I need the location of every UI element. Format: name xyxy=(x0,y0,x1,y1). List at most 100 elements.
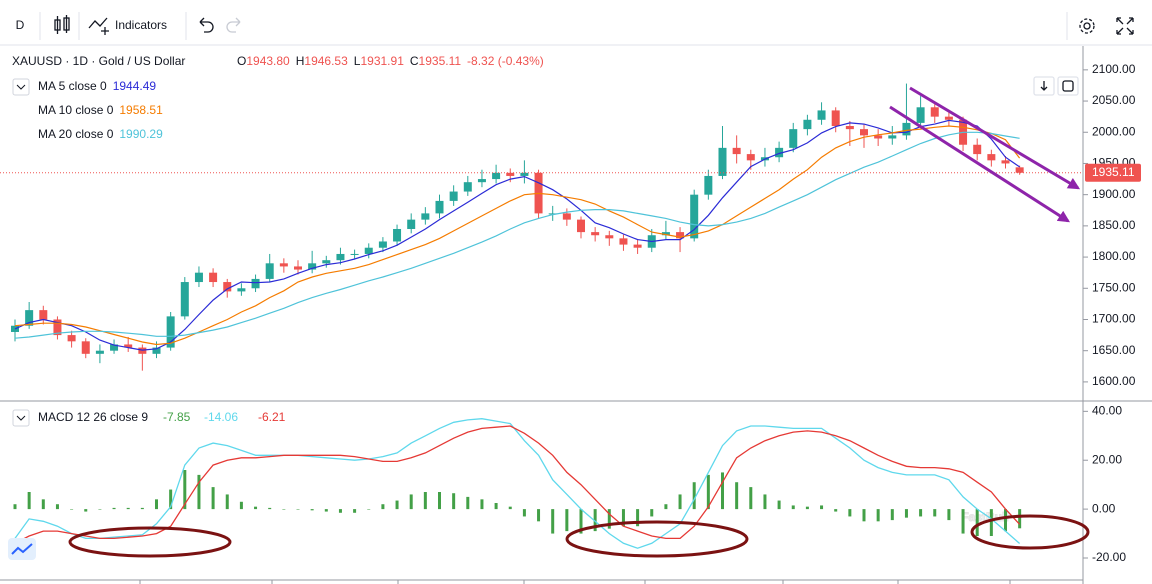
candle-body xyxy=(775,147,784,158)
highlight-ellipse xyxy=(970,514,1090,550)
histogram-bar xyxy=(721,472,724,510)
histogram-bar xyxy=(225,494,229,510)
y-tick-label: 1700.00 xyxy=(1092,312,1136,326)
ohlc-value: 1935.11 xyxy=(419,54,462,68)
y-tick-label: 0.00 xyxy=(1092,501,1116,515)
histogram-bar xyxy=(947,509,951,521)
indicators-button[interactable]: Indicators xyxy=(115,18,167,32)
histogram-bar xyxy=(961,509,965,534)
candle-body xyxy=(944,116,953,120)
candle-body xyxy=(364,247,373,254)
candle-body xyxy=(902,122,911,136)
highlight-ellipse xyxy=(565,520,749,558)
highlight-ellipse xyxy=(68,526,232,558)
candle-body xyxy=(237,288,246,292)
candle-body xyxy=(690,194,699,239)
trend-arrow xyxy=(889,105,1071,223)
chart-type-button[interactable] xyxy=(54,15,70,34)
candle-body xyxy=(548,213,557,215)
candle-body xyxy=(718,147,727,176)
candle-body xyxy=(53,319,62,336)
collapse-button[interactable] xyxy=(12,409,30,427)
histogram-bar xyxy=(197,474,201,510)
signal-last-value: -6.21 xyxy=(258,410,286,424)
histogram-bar xyxy=(593,509,597,532)
histogram-bar xyxy=(324,509,328,512)
candle-body xyxy=(577,219,585,233)
candle-body xyxy=(449,191,458,201)
candle-body xyxy=(1015,167,1024,173)
interval-button[interactable]: D xyxy=(16,18,25,32)
redo-button[interactable] xyxy=(226,17,241,33)
candle-body xyxy=(194,272,203,283)
collapse-icon xyxy=(16,415,26,421)
histogram-bar xyxy=(1004,509,1007,532)
histogram-bar xyxy=(409,494,413,510)
y-tick-label: -20.00 xyxy=(1092,550,1126,564)
candle-body xyxy=(661,232,670,236)
candle-body xyxy=(803,119,812,130)
ohlc-value: 1931.91 xyxy=(360,54,404,68)
histogram-bar xyxy=(706,474,710,510)
ohlc-key: O xyxy=(237,54,246,68)
pane-button[interactable] xyxy=(1033,76,1055,96)
candle-body xyxy=(180,282,189,317)
candle-body xyxy=(746,154,755,161)
candle-body xyxy=(81,341,90,354)
candle-body xyxy=(492,172,501,180)
candle-body xyxy=(633,244,642,248)
candle-body xyxy=(916,107,925,123)
indicators-icon[interactable] xyxy=(88,17,109,35)
y-tick-label: 2050.00 xyxy=(1092,93,1136,107)
fullscreen-button[interactable] xyxy=(1116,17,1134,35)
histogram-bar xyxy=(805,506,809,510)
change-value: -8.32 (-0.43%) xyxy=(467,54,544,68)
candle-body xyxy=(435,200,444,214)
histogram-bar xyxy=(126,507,130,510)
histogram-bar xyxy=(537,509,541,522)
histogram-bar xyxy=(1018,509,1022,529)
histogram-bar xyxy=(904,509,908,518)
candle-body xyxy=(223,282,232,292)
histogram-bar xyxy=(98,509,102,510)
moving-average-line xyxy=(14,119,1020,351)
candle-body xyxy=(294,266,302,270)
y-tick-label: 40.00 xyxy=(1092,404,1122,418)
settings-button[interactable] xyxy=(1079,18,1095,34)
candle-body xyxy=(209,272,218,283)
candle-body xyxy=(520,172,529,176)
histogram-bar xyxy=(820,505,824,510)
candle-body xyxy=(95,350,104,354)
candle-body xyxy=(279,263,288,267)
histogram-bar xyxy=(112,507,116,510)
candle-body xyxy=(393,228,402,242)
time-axis-ticks xyxy=(139,580,1011,584)
candle-body xyxy=(973,144,982,155)
collapse-icon xyxy=(16,84,26,90)
candle-body xyxy=(732,147,741,155)
histogram-bar xyxy=(367,509,371,510)
histogram-bar xyxy=(353,509,357,513)
candle-body xyxy=(39,310,48,320)
undo-button[interactable] xyxy=(199,17,214,33)
histogram-bar xyxy=(296,509,300,510)
histogram-bar xyxy=(650,509,654,517)
histogram-bar xyxy=(395,500,399,510)
candle-body xyxy=(322,260,331,264)
histogram-bar xyxy=(621,509,625,527)
collapse-button[interactable] xyxy=(12,78,30,96)
histogram-bar xyxy=(310,509,314,511)
histogram-bar xyxy=(70,509,74,510)
candle-body xyxy=(619,238,628,245)
histogram-bar xyxy=(607,509,611,529)
last-price-tag xyxy=(1085,163,1141,182)
pane-button[interactable] xyxy=(1057,76,1079,96)
candle-body xyxy=(704,175,713,195)
candle-body xyxy=(506,172,515,176)
histogram-bar xyxy=(13,504,17,510)
candle-body xyxy=(831,110,840,127)
histogram-bar xyxy=(692,482,696,510)
candle-body xyxy=(930,107,939,117)
y-tick-label: 1650.00 xyxy=(1092,343,1136,357)
candle-body xyxy=(888,135,897,139)
